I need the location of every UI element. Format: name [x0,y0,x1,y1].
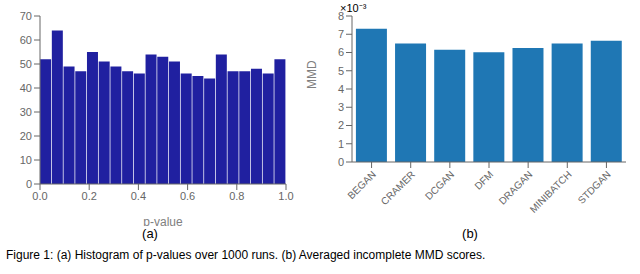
svg-text:60: 60 [20,34,32,46]
svg-text:0.4: 0.4 [131,190,146,202]
svg-text:5: 5 [338,65,344,77]
svg-text:0: 0 [26,178,32,190]
svg-text:0.8: 0.8 [229,190,244,202]
html-text:(a): (a) [142,226,158,241]
svg-text:50: 50 [20,58,32,70]
svg-text:0.6: 0.6 [180,190,195,202]
svg-text:2: 2 [338,119,344,131]
html-text:×10⁻³: ×10⁻³ [340,2,367,14]
svg-text:3: 3 [338,101,344,113]
svg-text:0: 0 [338,156,344,168]
svg-text:STDGAN: STDGAN [576,169,613,206]
svg-text:p-value: p-value [143,215,183,226]
svg-text:MMD: MMD [305,60,319,89]
svg-text:20: 20 [20,130,32,142]
svg-text:70: 70 [20,10,32,22]
svg-text:BEGAN: BEGAN [345,169,378,202]
svg-text:7: 7 [338,28,344,40]
svg-text:DFM: DFM [472,169,495,192]
svg-text:CRAMER: CRAMER [379,169,417,207]
svg-text:0.0: 0.0 [32,190,47,202]
svg-text:4: 4 [338,83,344,95]
svg-text:40: 40 [20,82,32,94]
html-text:(b): (b) [462,226,478,241]
svg-text:DRAGAN: DRAGAN [497,169,535,207]
svg-text:DCGAN: DCGAN [423,169,456,202]
svg-text:1: 1 [338,138,344,150]
svg-text:6: 6 [338,46,344,58]
svg-text:8: 8 [338,10,344,22]
svg-text:30: 30 [20,106,32,118]
svg-text:1.0: 1.0 [278,190,293,202]
svg-text:0.2: 0.2 [82,190,97,202]
svg-text:MINIBATCH: MINIBATCH [528,169,574,215]
html-text:Figure 1: (a) Histogram of p-v: Figure 1: (a) Histogram of p-values over… [6,248,486,262]
svg-text:10: 10 [20,154,32,166]
